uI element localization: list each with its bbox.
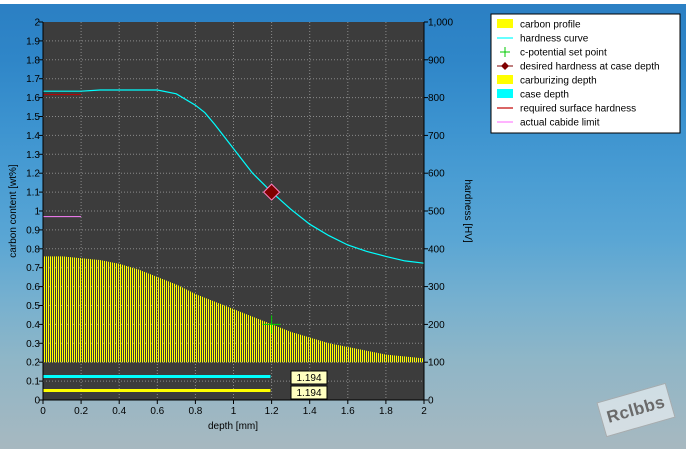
- y-left-axis-tick-label: 0.6: [26, 282, 40, 293]
- y-left-axis-tick-label: 0.7: [26, 263, 40, 274]
- y-left-axis-tick-label: 0.3: [26, 339, 40, 350]
- desired-hardness-marker: [262, 183, 281, 201]
- y-left-axis-tick-label: 1.2: [26, 169, 40, 180]
- window-right-border: [686, 0, 688, 449]
- y-left-axis-tick-label: 0.1: [26, 377, 40, 388]
- x-axis-tick-label: 2: [421, 406, 427, 417]
- carburizing-depth-bar: [43, 389, 271, 392]
- axes: 0 0.2 0.4 0.6 0.8 1 1.2 1.4 1.6 1.8 200.10.20.30.4…: [26, 18, 453, 418]
- legend-label: case depth: [520, 90, 569, 101]
- legend-box: [490, 13, 681, 134]
- y-left-axis-tick-label: 1.6: [26, 93, 40, 104]
- y-left-axis-tick-label: 0.8: [26, 244, 40, 255]
- x-axis-tick-label: 1.8: [379, 406, 393, 417]
- legend-swatch-diamond: [501, 62, 509, 70]
- y-left-axis-tick-label: 0.2: [26, 358, 40, 369]
- y-left-axis-tick-label: 1.8: [26, 55, 40, 66]
- y-right-axis-tick-label: 300: [428, 282, 445, 293]
- legend-label: hardness curve: [520, 34, 589, 45]
- legend-label: required surface hardness: [520, 104, 636, 115]
- y-right-axis-tick-label: 200: [428, 320, 445, 331]
- carburizing-depth-value: 1.194: [296, 388, 321, 399]
- window-top-border: [0, 0, 688, 4]
- x-axis-label: depth [mm]: [208, 421, 258, 432]
- y-right-axis-tick-label: 700: [428, 131, 445, 142]
- legend-swatch-box: [497, 75, 513, 84]
- case-depth-value-box: [290, 370, 328, 385]
- legend-swatch-box: [497, 19, 513, 28]
- x-axis-tick-label: 0.4: [112, 406, 126, 417]
- y-left-axis-tick-label: 1.7: [26, 74, 40, 85]
- y-left-axis-tick-label: 1: [34, 207, 40, 218]
- y-right-axis-tick-label: 1,000: [428, 18, 453, 29]
- y-right-axis-label: hardness [HV]: [462, 179, 473, 243]
- y-left-axis-tick-label: 1.1: [26, 188, 40, 199]
- x-axis-tick-label: 1.2: [265, 406, 279, 417]
- y-right-axis-tick-label: 100: [428, 358, 445, 369]
- y-left-axis-label: carbon content [wt%]: [8, 164, 19, 258]
- x-axis-tick-label: 0.8: [188, 406, 202, 417]
- x-axis-tick-label: 1.4: [303, 406, 317, 417]
- legend-label: carburizing depth: [520, 76, 597, 87]
- y-left-axis-tick-label: 2: [34, 18, 40, 29]
- y-left-axis-tick-label: 1.4: [26, 131, 40, 142]
- legend: carbon profile hardness curve c-potential …: [490, 13, 681, 134]
- x-axis-tick-label: 1: [231, 406, 237, 417]
- legend-label: c-potential set point: [520, 48, 607, 59]
- y-left-axis-tick-label: 0.9: [26, 225, 40, 236]
- chart-overlays: 1.194 1.194: [43, 89, 425, 400]
- case-depth-bar: [43, 375, 271, 378]
- y-right-axis-tick-label: 900: [428, 55, 445, 66]
- carburizing-depth-value-box: [290, 385, 328, 400]
- y-right-axis-tick-label: 600: [428, 169, 445, 180]
- y-right-axis-tick-label: 0: [428, 396, 434, 407]
- legend-label: desired hardness at case depth: [520, 62, 660, 73]
- y-left-axis-tick-label: 0.5: [26, 301, 40, 312]
- legend-label: carbon profile: [520, 20, 581, 31]
- y-left-axis-tick-label: 0: [34, 396, 40, 407]
- y-left-axis-tick-label: 1.3: [26, 150, 40, 161]
- x-axis-tick-label: 0.2: [74, 406, 88, 417]
- y-left-axis-tick-label: 1.5: [26, 112, 40, 123]
- y-right-axis-tick-label: 400: [428, 244, 445, 255]
- legend-label: actual cabide limit: [520, 118, 600, 129]
- case-depth-value: 1.194: [296, 373, 321, 384]
- x-axis-tick-label: 0: [40, 406, 46, 417]
- x-axis-tick-label: 0.6: [150, 406, 164, 417]
- y-right-axis-tick-label: 500: [428, 207, 445, 218]
- y-right-axis-tick-label: 800: [428, 93, 445, 104]
- y-left-axis-tick-label: 0.4: [26, 320, 40, 331]
- x-axis-tick-label: 1.6: [341, 406, 355, 417]
- carbon-profile-series: [44, 256, 423, 363]
- hardness-curve-line: [43, 89, 425, 264]
- legend-swatch-box: [497, 89, 513, 98]
- y-left-axis-tick-label: 1.9: [26, 36, 40, 47]
